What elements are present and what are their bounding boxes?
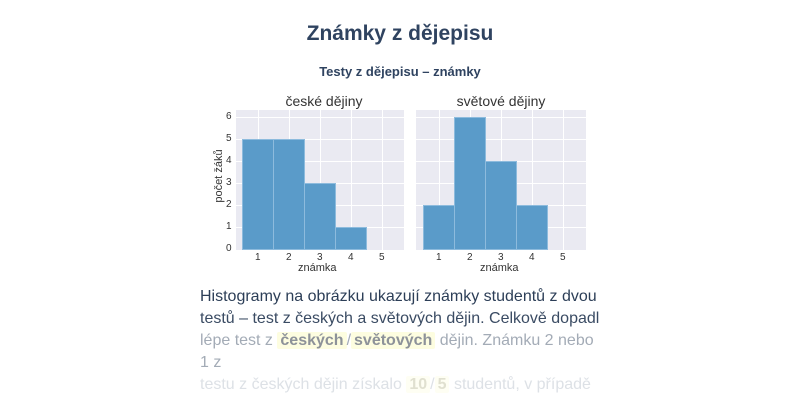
- choice-5[interactable]: 5: [434, 376, 450, 393]
- bar-grade-4: [335, 227, 367, 250]
- bar-grade-3: [485, 161, 517, 250]
- y-tick: 0: [226, 243, 232, 254]
- y-axis-label: počet žáků: [213, 149, 225, 203]
- bar-grade-3: [304, 183, 336, 250]
- x-tick: 2: [467, 252, 473, 263]
- plot-area: [236, 110, 404, 250]
- y-tick: 1: [226, 221, 232, 232]
- x-tick: 5: [379, 252, 385, 263]
- bar-grade-1: [242, 139, 274, 250]
- bar-grade-2: [273, 139, 305, 250]
- text-line: testů – test z českých a světových dějin…: [200, 310, 600, 327]
- panel-title-czech: české dějiny: [285, 93, 363, 109]
- x-tick: 1: [436, 252, 442, 263]
- text-line: lépe test z českých / světových dějin. Zná…: [200, 330, 600, 374]
- text-fragment: studentů, v případě: [453, 376, 591, 393]
- text-line: Histogramy na obrázku ukazují známky stu…: [200, 288, 597, 305]
- bar-grade-1: [423, 205, 455, 250]
- x-tick: 4: [529, 252, 535, 263]
- x-tick: 3: [317, 252, 323, 263]
- y-tick: 5: [226, 133, 232, 144]
- x-axis-label: známka: [298, 262, 337, 274]
- bar-grade-2: [454, 117, 486, 250]
- y-tick: 3: [226, 177, 232, 188]
- x-tick: 5: [560, 252, 566, 263]
- panel-title-world: světové dějiny: [456, 93, 546, 109]
- y-tick: 4: [226, 155, 232, 166]
- chart-subtitle: Testy z dějepisu – známky: [319, 64, 481, 79]
- x-axis-label: známka: [480, 262, 519, 274]
- x-tick: 1: [255, 252, 261, 263]
- choice-separator: /: [346, 332, 352, 349]
- x-tick: 3: [498, 252, 504, 263]
- choice-10[interactable]: 10: [406, 376, 431, 393]
- choice-svetovych[interactable]: světových: [351, 332, 436, 349]
- text-line: testu z českých dějin získalo 10/5 stude…: [200, 374, 600, 396]
- text-fragment: lépe test z: [200, 332, 273, 349]
- x-tick: 2: [286, 252, 292, 263]
- y-tick: 6: [226, 111, 232, 122]
- plot-area: [416, 110, 586, 250]
- text-fragment: dějin. Známku 2 nebo 1 z: [200, 332, 594, 371]
- bar-grade-4: [516, 205, 548, 250]
- question-paragraph: Histogramy na obrázku ukazují známky stu…: [200, 286, 600, 396]
- text-fragment: testu z českých dějin získalo: [200, 376, 402, 393]
- page-title: Známky z dějepisu: [306, 22, 494, 45]
- y-tick: 2: [226, 199, 232, 210]
- choice-separator: /: [430, 376, 435, 393]
- choice-ceskych[interactable]: českých: [277, 332, 347, 349]
- x-tick: 4: [348, 252, 354, 263]
